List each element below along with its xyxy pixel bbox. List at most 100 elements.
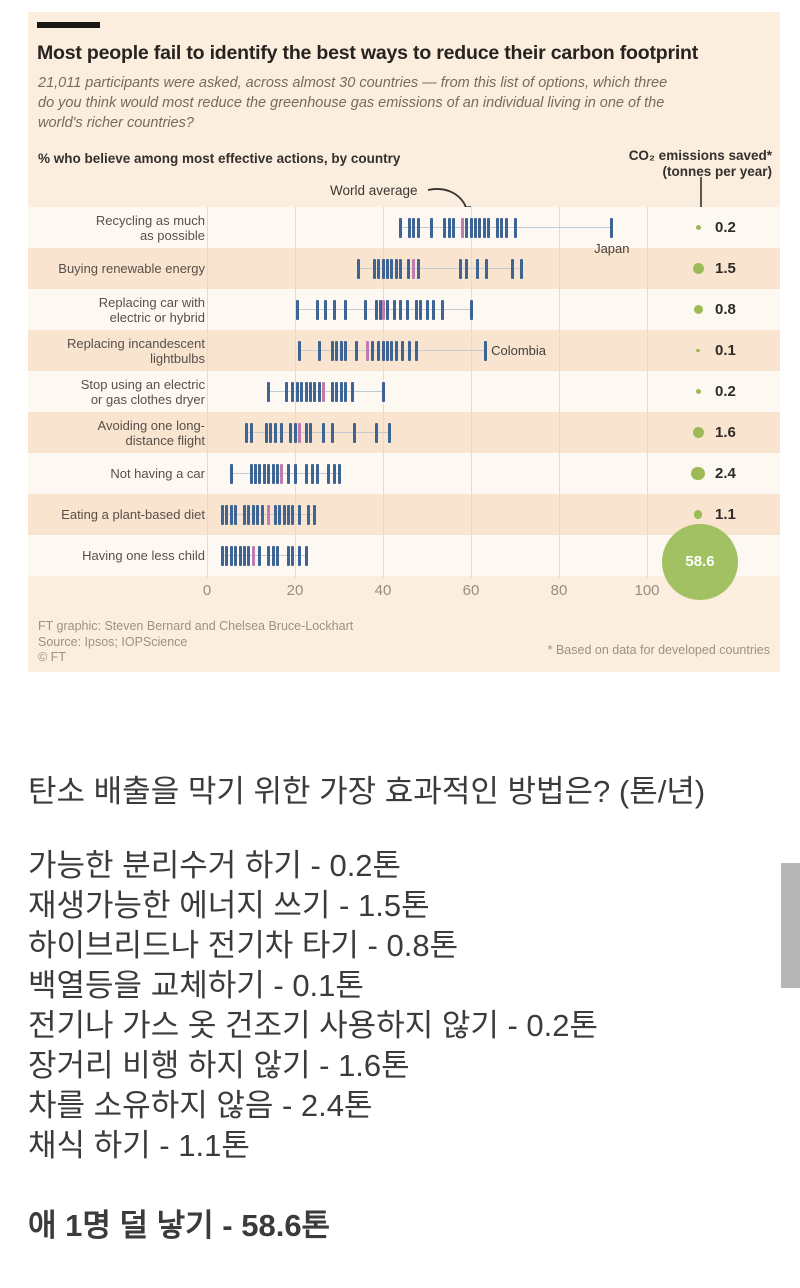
world-average-tick: [322, 381, 326, 402]
x-axis-tick-label: 40: [374, 582, 392, 599]
co2-column-header: CO₂ emissions saved* (tonnes per year): [629, 148, 772, 180]
country-tick: [295, 299, 299, 320]
country-tick: [381, 340, 385, 361]
country-tick: [390, 340, 394, 361]
country-tick: [271, 545, 275, 566]
country-tick: [225, 545, 229, 566]
x-axis-tick-label: 0: [202, 582, 212, 599]
country-tick: [500, 217, 504, 238]
co2-dot: [695, 389, 701, 394]
row-band: [28, 494, 780, 535]
country-tick: [372, 258, 376, 279]
country-tick: [300, 381, 304, 402]
row-label: Avoiding one long-distance flight: [28, 412, 205, 453]
country-tick: [269, 422, 273, 443]
country-tick: [381, 381, 385, 402]
country-tick: [495, 217, 499, 238]
data-footnote: * Based on data for developed countries: [547, 643, 770, 657]
country-tick: [242, 504, 246, 525]
country-tick: [293, 463, 297, 484]
co2-dot: [692, 427, 704, 438]
scrollbar-thumb[interactable]: [781, 863, 800, 988]
x-axis-tick-label: 60: [462, 582, 480, 599]
country-tick: [399, 217, 403, 238]
country-tick: [473, 217, 477, 238]
graphic-credit: FT graphic: Steven Bernard and Chelsea B…: [38, 619, 354, 633]
country-tick: [317, 340, 321, 361]
country-tick: [482, 217, 486, 238]
row-label-line: distance flight: [125, 432, 206, 448]
country-tick: [220, 504, 224, 525]
country-tick: [333, 299, 337, 320]
country-tick: [245, 422, 249, 443]
country-tick: [229, 463, 233, 484]
country-tick: [284, 381, 288, 402]
country-tick: [484, 258, 488, 279]
co2-value: 2.4: [715, 464, 736, 482]
country-tick: [275, 463, 279, 484]
country-tick: [330, 422, 334, 443]
country-tick: [247, 545, 251, 566]
row-band: [28, 371, 780, 412]
country-tick: [225, 504, 229, 525]
row-label-line: lightbulbs: [150, 350, 205, 366]
country-tick: [258, 463, 262, 484]
outlier-country-label: Japan: [594, 240, 630, 256]
y-axis-caption: % who believe among most effective actio…: [38, 151, 401, 166]
country-tick: [374, 422, 378, 443]
world-average-tick: [251, 545, 255, 566]
country-tick: [260, 504, 264, 525]
country-tick: [513, 217, 517, 238]
world-average-tick: [297, 422, 301, 443]
strip-plot: 0 20 40 60 80 100 Recycling as much as possible…: [28, 12, 780, 672]
country-tick: [291, 381, 295, 402]
country-tick: [339, 381, 343, 402]
outlier-country-label: Colombia: [491, 342, 546, 358]
country-tick: [414, 299, 418, 320]
country-tick: [425, 299, 429, 320]
country-tick: [253, 463, 257, 484]
country-tick: [304, 381, 308, 402]
country-tick: [476, 258, 480, 279]
country-tick: [469, 299, 473, 320]
country-tick: [451, 217, 455, 238]
country-tick: [370, 340, 374, 361]
co2-value: 1.1: [715, 505, 736, 523]
chart-title: Most people fail to identify the best wa…: [37, 42, 699, 64]
country-tick: [344, 381, 348, 402]
country-tick: [262, 463, 266, 484]
country-tick: [295, 381, 299, 402]
country-tick: [377, 340, 381, 361]
country-tick: [414, 340, 418, 361]
korean-heading: 탄소 배출을 막기 위한 가장 효과적인 방법은? (톤/년): [28, 774, 706, 809]
country-tick: [511, 258, 515, 279]
row-label: Stop using an electric or gas clothes dry…: [28, 371, 205, 412]
ft-chart-card: Most people fail to identify the best wa…: [28, 12, 780, 672]
row-label: Replacing incandescent lightbulbs: [28, 330, 205, 371]
country-tick: [443, 217, 447, 238]
world-average-tick: [280, 463, 284, 484]
country-tick: [399, 258, 403, 279]
country-tick: [390, 258, 394, 279]
korean-list-item: 차를 소유하지 않음 - 2.4톤: [28, 1088, 373, 1123]
country-tick: [416, 217, 420, 238]
korean-list-item: 전기나 가스 옷 건조기 사용하지 않기 - 0.2톤: [28, 1008, 599, 1043]
country-tick: [315, 299, 319, 320]
country-tick: [465, 217, 469, 238]
country-tick: [418, 299, 422, 320]
world-average-annotation: World average: [330, 183, 418, 198]
country-tick: [504, 217, 508, 238]
co2-dot: [693, 510, 703, 519]
country-tick: [399, 299, 403, 320]
row-label-line: Eating a plant-based diet: [61, 507, 205, 522]
country-tick: [275, 545, 279, 566]
country-tick: [234, 504, 238, 525]
country-tick: [469, 217, 473, 238]
chart-footer: FT graphic: Steven Bernard and Chelsea B…: [38, 619, 353, 666]
country-tick: [256, 504, 260, 525]
subtitle-line: do you think would most reduce the green…: [38, 95, 665, 111]
country-tick: [229, 545, 233, 566]
world-average-tick: [366, 340, 370, 361]
country-tick: [229, 504, 233, 525]
co2-header-line2: (tonnes per year): [662, 164, 772, 179]
